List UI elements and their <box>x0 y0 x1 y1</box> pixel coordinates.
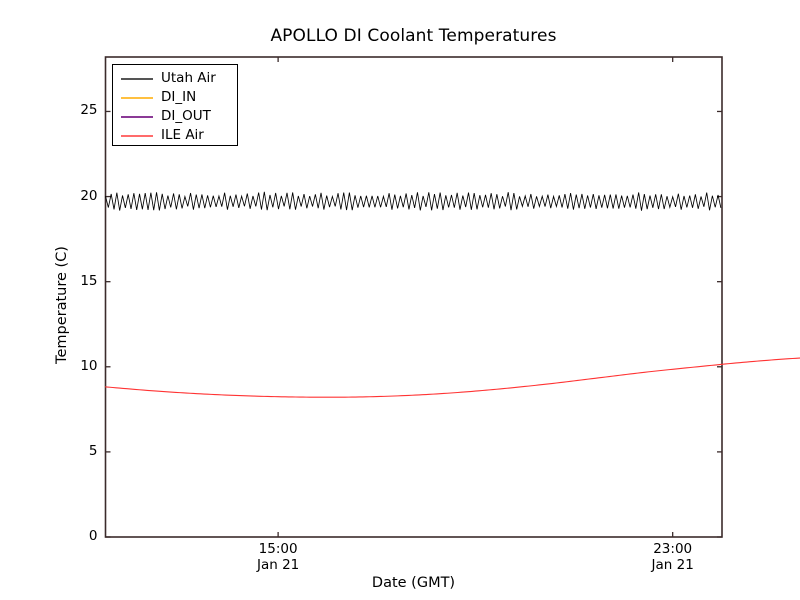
x-tick-label: 15:00 Jan 21 <box>256 541 300 573</box>
legend-item-di-in: DI_IN <box>113 88 239 107</box>
legend-item-ile-air: ILE Air <box>113 126 239 145</box>
y-tick-label: 5 <box>88 442 98 459</box>
y-tick-label: 10 <box>80 357 98 374</box>
y-tick-label: 20 <box>80 187 98 204</box>
x-tick-label: 23:00 Jan 21 <box>651 541 694 573</box>
legend-swatch-di-in <box>121 97 153 99</box>
legend-swatch-utah-air <box>121 78 153 80</box>
y-axis-label: Temperature (C) <box>54 246 70 364</box>
legend-item-di-out: DI_OUT <box>113 107 239 126</box>
legend-swatch-di-out <box>121 116 153 118</box>
y-tick-label: 25 <box>80 102 98 119</box>
chart-title: APOLLO DI Coolant Temperatures <box>270 26 557 46</box>
y-tick-label: 0 <box>88 528 98 544</box>
legend-label-utah-air: Utah Air <box>161 70 216 86</box>
legend-swatch-ile-air <box>121 135 153 137</box>
x-axis-label: Date (GMT) <box>371 575 456 591</box>
axes-frame <box>104 56 723 538</box>
legend-label-di-out: DI_OUT <box>161 108 211 124</box>
chart-legend: Utah Air DI_IN DI_OUT ILE Air <box>112 64 238 146</box>
legend-label-ile-air: ILE Air <box>161 127 204 143</box>
legend-label-di-in: DI_IN <box>161 89 197 105</box>
series-line-ile-air <box>104 357 800 398</box>
series-line-utah-air <box>105 191 722 211</box>
legend-item-utah-air: Utah Air <box>113 69 239 88</box>
y-tick-label: 15 <box>80 272 98 289</box>
